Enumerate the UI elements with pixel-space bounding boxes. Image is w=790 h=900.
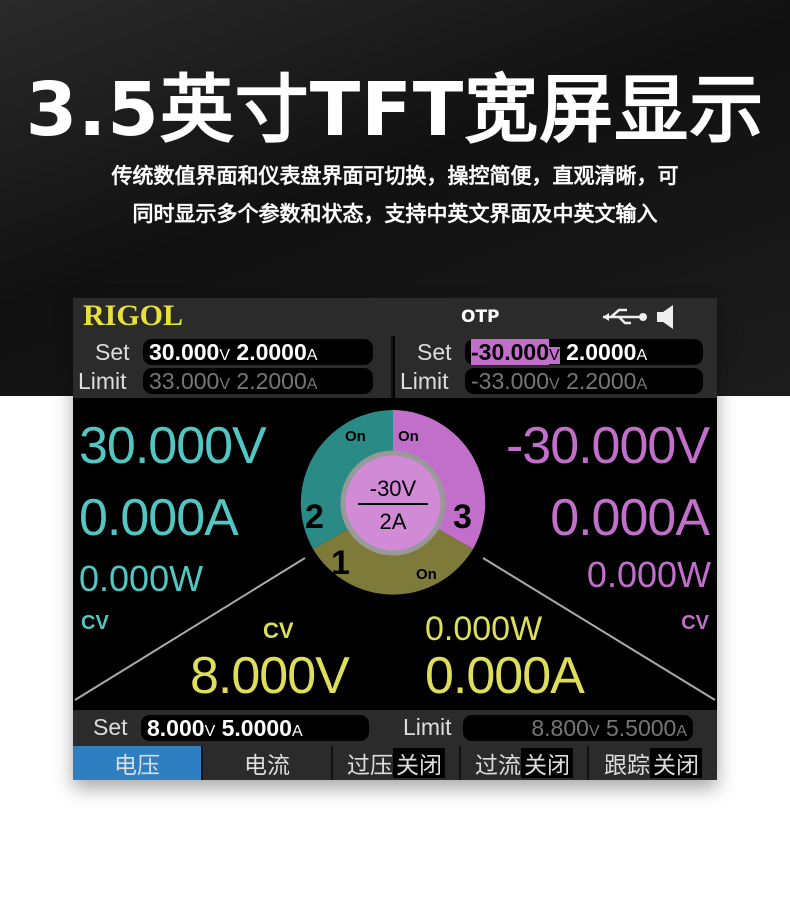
ch1-set-value[interactable]: 8.000V 5.0000A	[141, 715, 369, 741]
brand-logo: RIGOL	[83, 299, 184, 332]
ch2-current: 0.000A	[79, 489, 239, 547]
limit-label: Limit	[78, 368, 127, 394]
status-bar: RIGOL OTP	[73, 298, 717, 336]
dial-center-current: 2A	[379, 509, 407, 534]
menu-track[interactable]: 跟踪 关闭	[589, 746, 717, 780]
ch2-on-label: On	[345, 428, 366, 445]
subtitle-line-1: 传统数值界面和仪表盘界面可切换，操控简便，直观清晰，可	[111, 164, 679, 188]
ch3-current: 0.000A	[550, 489, 710, 547]
menu-ocp[interactable]: 过流 关闭	[461, 746, 589, 780]
subtitle-line-2: 同时显示多个参数和状态，支持中英文界面及中英文输入	[132, 202, 658, 226]
dial-center-voltage: -30V	[369, 476, 417, 501]
ch2-power: 0.000W	[79, 558, 204, 599]
ch2-set-value[interactable]: 30.000V 2.0000A	[143, 339, 373, 365]
limit-label: Limit	[403, 714, 452, 740]
softkey-menu: 电压 电流 过压 关闭 过流 关闭 跟踪 关闭	[73, 746, 717, 780]
set-label: Set	[93, 714, 128, 740]
ch1-settings-panel: Set 8.000V 5.0000A Limit 8.800V 5.5000A	[73, 710, 717, 746]
dial-graphic	[74, 410, 716, 701]
otp-indicator: OTP	[461, 307, 500, 327]
menu-current[interactable]: 电流	[203, 746, 333, 780]
ch2-mode: CV	[81, 612, 109, 634]
ch2-limit-value[interactable]: 33.000V 2.2000A	[143, 368, 373, 394]
ch1-voltage: 8.000V	[190, 647, 350, 705]
set-label: Set	[95, 339, 130, 365]
ch3-settings-panel: Set -30.000V 2.0000A Limit -33.000V 2.20…	[395, 336, 717, 398]
ch3-voltage: -30.000V	[505, 417, 710, 475]
menu-voltage[interactable]: 电压	[73, 746, 203, 780]
ch2-voltage: 30.000V	[79, 417, 267, 475]
ch3-number: 3	[453, 498, 472, 536]
ch1-current: 0.000A	[425, 647, 585, 705]
menu-ovp[interactable]: 过压 关闭	[333, 746, 461, 780]
limit-label: Limit	[400, 368, 449, 394]
ch3-power: 0.000W	[586, 554, 711, 595]
set-label: Set	[417, 339, 452, 365]
ch1-limit-value[interactable]: 8.800V 5.5000A	[463, 715, 693, 741]
ch3-mode: CV	[681, 612, 709, 634]
device-screen: RIGOL OTP Set 30.000V 2.0000A Limit 33.0…	[73, 298, 717, 780]
speaker-icon	[657, 305, 673, 329]
usb-icon	[603, 308, 647, 325]
ch2-number: 2	[305, 498, 324, 536]
ch1-power: 0.000W	[425, 610, 543, 648]
ch1-mode: CV	[263, 618, 294, 643]
headline: 3.5英寸TFT宽屏显示	[25, 67, 765, 153]
ch3-limit-value[interactable]: -33.000V 2.2000A	[465, 368, 703, 394]
ch1-on-label: On	[416, 566, 437, 583]
ch1-number: 1	[331, 544, 350, 582]
ch3-on-label: On	[398, 428, 419, 445]
ch3-set-value[interactable]: -30.000V 2.0000A	[465, 339, 703, 365]
ch2-settings-panel: Set 30.000V 2.0000A Limit 33.000V 2.2000…	[73, 336, 393, 398]
